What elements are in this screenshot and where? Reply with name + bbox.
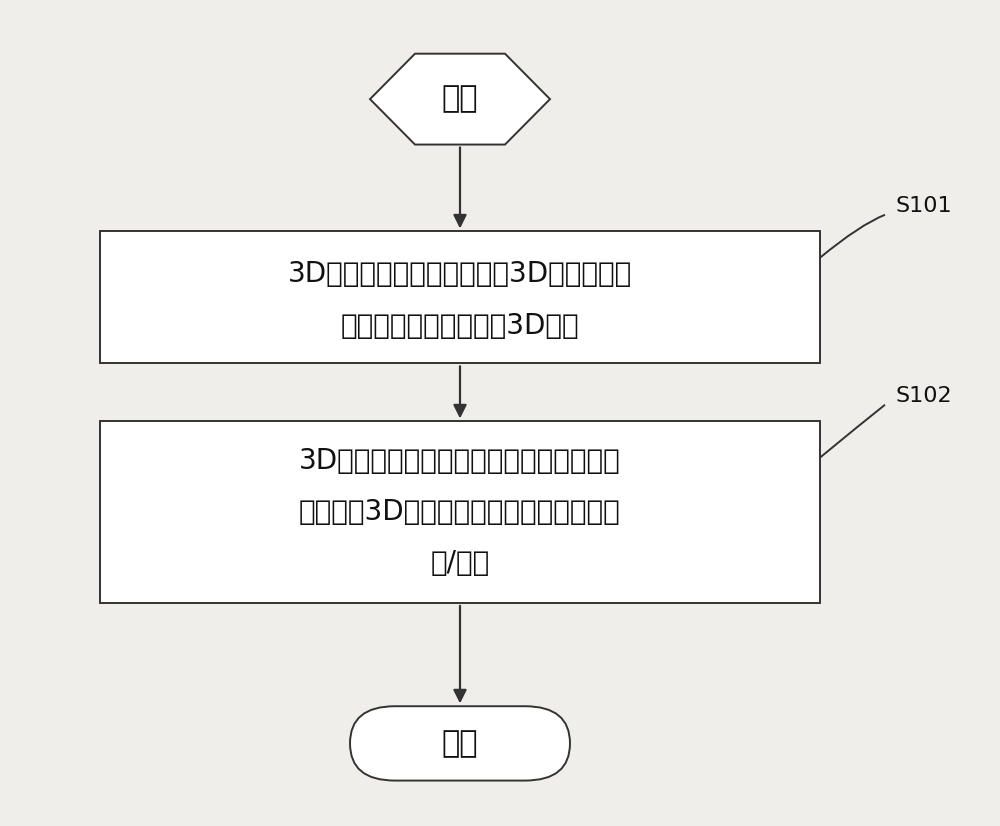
Text: 数的同步数据包发送至3D眼镜: 数的同步数据包发送至3D眼镜: [341, 312, 579, 340]
Text: 结束: 结束: [442, 729, 478, 758]
Bar: [100, 231, 820, 363]
Text: 开始: 开始: [442, 84, 478, 114]
Bar: [100, 421, 820, 603]
Text: 启/关闭: 启/关闭: [430, 549, 490, 577]
Text: S102: S102: [895, 387, 952, 406]
Text: 3D电视将包括帧同步信号和3D眼镜驱动参: 3D电视将包括帧同步信号和3D眼镜驱动参: [288, 259, 632, 287]
Text: 3D眼镜根据接收到的同步数据包中的帧同: 3D眼镜根据接收到的同步数据包中的帧同: [299, 447, 621, 475]
Text: 步信号和3D眼镜驱动参数，驱动镜片的开: 步信号和3D眼镜驱动参数，驱动镜片的开: [299, 498, 621, 526]
Text: S101: S101: [895, 197, 952, 216]
FancyBboxPatch shape: [350, 706, 570, 781]
Polygon shape: [370, 54, 550, 145]
